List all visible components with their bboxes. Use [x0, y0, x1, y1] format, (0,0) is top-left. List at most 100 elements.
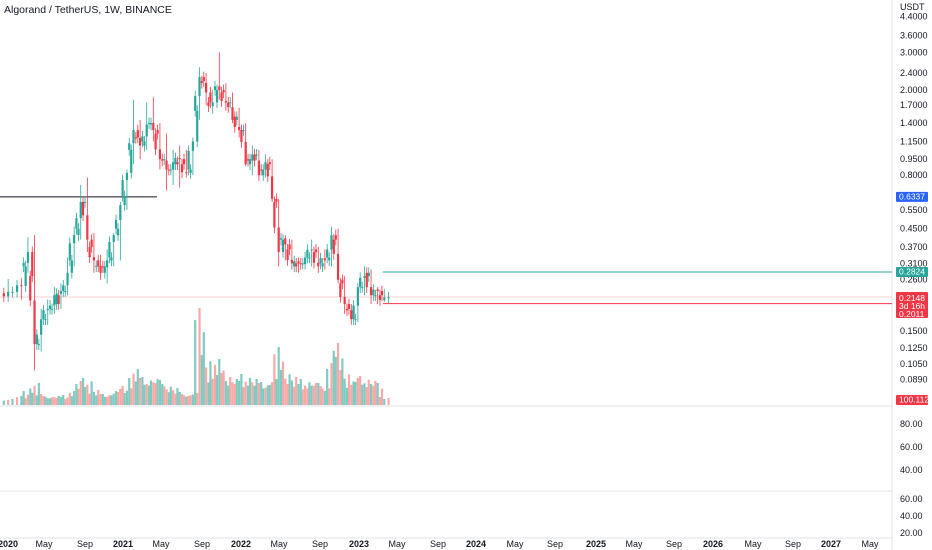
candle-body: [110, 257, 113, 261]
volume-bar: [141, 377, 144, 405]
candle-body: [143, 141, 146, 146]
price-tick-label: 0.1050: [900, 359, 928, 369]
volume-bar: [369, 384, 373, 405]
volume-bar: [260, 382, 263, 405]
volume-bar: [66, 397, 69, 405]
candle-body: [279, 238, 283, 240]
candle-body: [50, 308, 54, 310]
volume-bar: [352, 381, 355, 405]
volume-bar: [64, 399, 67, 405]
volume-bar: [273, 354, 276, 405]
volume-bar: [257, 383, 260, 405]
candle-body: [7, 291, 10, 297]
candle-body: [15, 285, 19, 292]
volume-bar: [200, 355, 203, 405]
volume-bar: [187, 396, 190, 405]
volume-bar: [136, 369, 139, 405]
volume-bar: [361, 384, 364, 405]
candle-body: [136, 130, 139, 138]
countdown-label: 3d 16h: [899, 301, 925, 311]
time-tick-label: 2022: [231, 539, 251, 549]
candle-body: [141, 136, 144, 142]
time-tick-label: Sep: [666, 539, 682, 549]
volume-bar: [172, 390, 175, 405]
volume-bar: [103, 396, 106, 405]
candle-body: [251, 154, 254, 161]
last-price-tag-bg: [896, 292, 928, 318]
volume-bar: [194, 320, 197, 405]
candle-body: [24, 266, 27, 286]
volume-bar: [180, 394, 184, 405]
candle-body: [207, 102, 210, 107]
oscillator-tick-label: 20.00: [900, 528, 923, 538]
volume-bar: [367, 379, 370, 405]
volume-bar: [15, 397, 19, 405]
volume-bar: [341, 358, 344, 405]
candle-body: [372, 289, 375, 296]
volume-bar: [75, 384, 78, 405]
candle-body: [11, 291, 14, 293]
volume-bar: [110, 395, 113, 405]
candle-body: [297, 261, 300, 264]
candle-body: [70, 260, 73, 273]
volume-bar: [40, 394, 43, 405]
candle-body: [134, 137, 137, 139]
candle-body: [262, 169, 265, 176]
volume-bar: [284, 378, 287, 405]
candle-body: [255, 154, 258, 156]
time-tick-label: Sep: [785, 539, 801, 549]
time-tick-label: Sep: [312, 539, 328, 549]
candle-body: [356, 287, 359, 306]
candle-body: [121, 180, 124, 196]
volume-bar: [81, 378, 85, 405]
volume-bar: [308, 382, 311, 405]
volume-bar: [125, 390, 129, 405]
time-axis[interactable]: 2020 May Sep 2021 May Sep 2022 May Sep 2023 May Sep…: [0, 539, 879, 549]
candle-body: [347, 304, 351, 309]
price-tick-label: 1.1500: [900, 136, 928, 146]
volume-bar: [88, 393, 91, 405]
volume-bar: [22, 391, 25, 405]
candle-body: [387, 297, 390, 299]
volume-bar: [326, 369, 329, 405]
candle-body: [281, 239, 285, 253]
candle-body: [270, 176, 274, 199]
volume-bar: [134, 381, 137, 405]
candle-body: [66, 272, 69, 286]
candle-body: [176, 162, 179, 165]
volume-bar: [189, 395, 192, 405]
price-tick-label: 2.0000: [900, 85, 928, 95]
volume-bar: [224, 381, 228, 405]
volume-bar: [301, 389, 304, 405]
volume-bar: [130, 388, 133, 405]
volume-bar: [156, 379, 159, 405]
volume-bar: [108, 395, 111, 405]
candle-body: [220, 92, 223, 102]
volume-bar: [46, 398, 49, 405]
candle-body: [40, 319, 43, 335]
price-tick-label: 0.0890: [900, 374, 928, 384]
volume-bar: [167, 392, 170, 405]
price-tick-label: 0.3700: [900, 242, 928, 252]
volume-bar: [24, 398, 27, 405]
volume-bar: [119, 389, 122, 405]
oscillator-tick-label: 40.00: [900, 511, 923, 521]
volume-bar: [145, 384, 148, 405]
candle-body: [97, 260, 100, 267]
volume-bar: [161, 384, 164, 405]
candle-body: [378, 295, 382, 301]
volume-bar: [312, 385, 316, 405]
oscillator-tick-label: 40.00: [900, 465, 923, 475]
candle-body: [299, 263, 302, 265]
candle-body: [345, 308, 349, 311]
candle-body: [215, 90, 219, 103]
time-tick-label: Sep: [547, 539, 563, 549]
candle-body: [209, 92, 212, 103]
horizontal-lines[interactable]: [0, 196, 892, 305]
candle-body: [365, 272, 368, 288]
volume-bar: [383, 399, 386, 405]
candle-body: [149, 123, 153, 125]
volume-bar: [95, 395, 98, 405]
